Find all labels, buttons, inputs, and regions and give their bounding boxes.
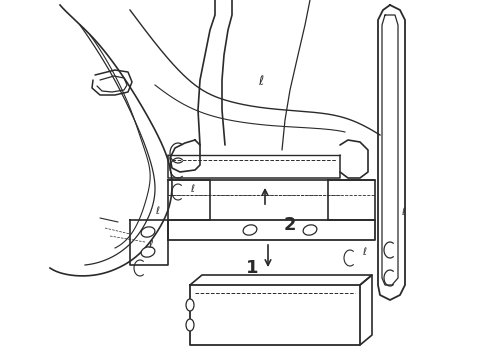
Text: ℓ: ℓ [258,75,263,88]
Ellipse shape [186,299,194,311]
Ellipse shape [303,225,317,235]
Text: ℓ: ℓ [148,240,152,250]
Text: ℓ: ℓ [190,184,194,194]
Text: ℓ: ℓ [362,247,366,257]
Text: ℓ: ℓ [401,207,405,217]
Text: 2: 2 [284,216,296,234]
Text: ℓ: ℓ [155,206,159,216]
Ellipse shape [141,227,155,237]
Ellipse shape [243,225,257,235]
Text: 1: 1 [246,259,258,277]
Ellipse shape [186,319,194,331]
Ellipse shape [141,247,155,257]
